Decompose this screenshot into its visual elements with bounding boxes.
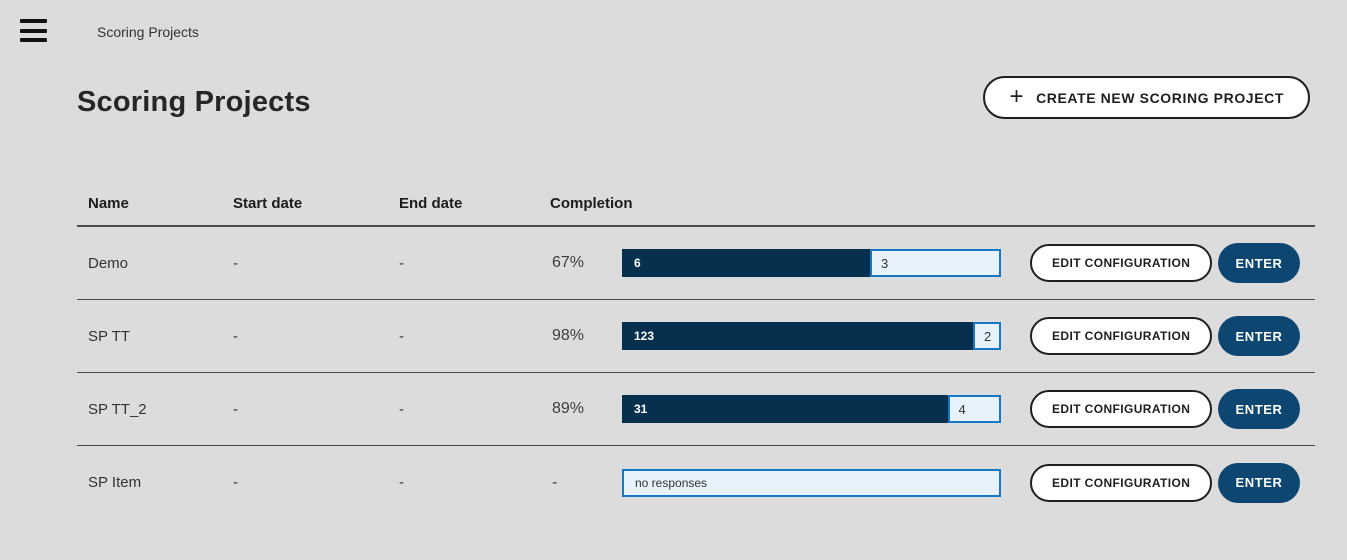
edit-configuration-cell: EDIT CONFIGURATION (1001, 317, 1218, 355)
enter-cell: ENTER (1218, 316, 1315, 356)
completion-bar-done: 123 (622, 322, 973, 350)
table-row: Demo - - 67% 6 3 EDIT CONFIGURATION ENTE… (77, 227, 1315, 300)
edit-configuration-cell: EDIT CONFIGURATION (1001, 244, 1218, 282)
enter-cell: ENTER (1218, 243, 1315, 283)
edit-configuration-button[interactable]: EDIT CONFIGURATION (1030, 317, 1213, 355)
breadcrumb-title: Scoring Projects (97, 24, 199, 40)
menu-hamburger-icon[interactable] (20, 19, 47, 42)
completion-percent: 98% (552, 327, 585, 344)
enter-button[interactable]: ENTER (1218, 389, 1300, 429)
completion-bar-remaining: 4 (947, 395, 1001, 423)
column-header-start-date: Start date (233, 195, 303, 212)
project-end-date: - (399, 400, 404, 418)
enter-cell: ENTER (1218, 462, 1315, 503)
completion-bar: 123 2 (622, 322, 1001, 350)
project-name: SP Item (88, 474, 142, 491)
completion-bar: no responses (622, 468, 1001, 497)
column-header-name: Name (88, 195, 129, 212)
completion-bar: 31 4 (622, 395, 1001, 423)
completion-bar-remaining: 3 (870, 249, 1001, 277)
table-row: SP Item - - - no responses EDIT CONFIGUR… (77, 446, 1315, 519)
project-start-date: - (233, 327, 238, 345)
completion-bar-remaining: 2 (973, 322, 1001, 350)
edit-configuration-cell: EDIT CONFIGURATION (1001, 390, 1218, 428)
table-body: Demo - - 67% 6 3 EDIT CONFIGURATION ENTE… (77, 227, 1315, 519)
create-button-label: CREATE NEW SCORING PROJECT (1036, 89, 1284, 106)
edit-configuration-button[interactable]: EDIT CONFIGURATION (1030, 244, 1213, 282)
completion-percent: 67% (552, 254, 585, 271)
create-new-scoring-project-button[interactable]: + CREATE NEW SCORING PROJECT (983, 76, 1310, 119)
plus-icon: + (1009, 82, 1025, 110)
completion-bar: 6 3 (622, 249, 1001, 277)
table-header-row: Name Start date End date Completion (77, 182, 1315, 227)
completion-percent: - (552, 473, 558, 491)
page-title: Scoring Projects (77, 86, 311, 118)
column-header-end-date: End date (399, 195, 463, 212)
scoring-projects-table: Name Start date End date Completion Demo… (77, 182, 1315, 519)
edit-configuration-button[interactable]: EDIT CONFIGURATION (1030, 463, 1213, 502)
completion-percent: 89% (552, 400, 585, 417)
enter-button[interactable]: ENTER (1218, 316, 1300, 356)
project-end-date: - (399, 254, 404, 272)
column-header-completion: Completion (550, 195, 633, 212)
edit-configuration-button[interactable]: EDIT CONFIGURATION (1030, 390, 1213, 428)
table-row: SP TT - - 98% 123 2 EDIT CONFIGURATION E… (77, 300, 1315, 373)
completion-bar-remaining: no responses (622, 468, 1001, 497)
project-start-date: - (233, 474, 238, 491)
enter-button[interactable]: ENTER (1218, 243, 1300, 283)
project-name: SP TT (88, 327, 130, 345)
project-start-date: - (233, 400, 238, 418)
project-start-date: - (233, 254, 238, 272)
completion-bar-done: 31 (622, 395, 948, 423)
edit-configuration-cell: EDIT CONFIGURATION (1001, 463, 1218, 502)
completion-bar-done: 6 (622, 249, 870, 277)
project-name: SP TT_2 (88, 400, 147, 418)
enter-cell: ENTER (1218, 389, 1315, 429)
project-name: Demo (88, 254, 129, 272)
project-end-date: - (399, 474, 404, 491)
table-row: SP TT_2 - - 89% 31 4 EDIT CONFIGURATION … (77, 373, 1315, 446)
enter-button[interactable]: ENTER (1218, 462, 1300, 503)
project-end-date: - (399, 327, 404, 345)
